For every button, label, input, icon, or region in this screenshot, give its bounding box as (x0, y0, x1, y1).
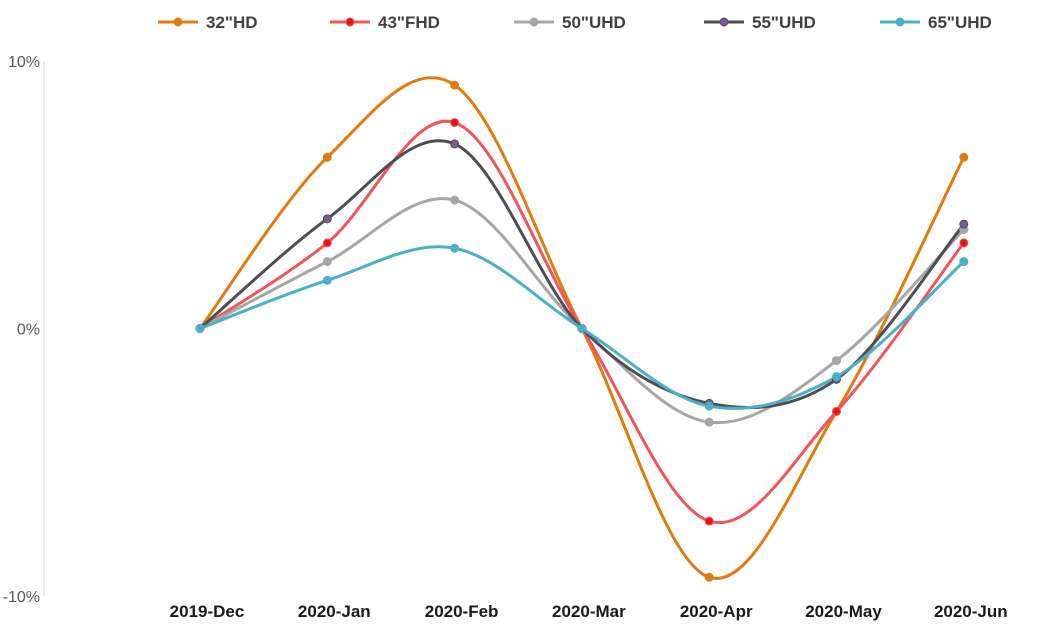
series-markers (195, 80, 969, 582)
data-point-55-uhd (450, 139, 460, 149)
legend-item-43-fhd: 43"FHD (330, 13, 440, 32)
legend-marker (529, 17, 539, 27)
legend-item-50-uhd: 50"UHD (514, 13, 626, 32)
legend-label: 50"UHD (562, 13, 626, 32)
data-point-65-uhd (704, 401, 714, 411)
x-tick-label: 2020-Jun (934, 602, 1008, 621)
legend-marker (895, 17, 905, 27)
y-tick-label: 10% (8, 54, 40, 71)
data-point-32-hd (704, 572, 714, 582)
legend-marker (173, 17, 183, 27)
legend-label: 43"FHD (378, 13, 440, 32)
legend-marker (719, 17, 729, 27)
y-tick-label: 0% (17, 322, 40, 339)
data-point-50-uhd (322, 257, 332, 267)
x-tick-label: 2020-Mar (552, 602, 626, 621)
data-point-32-hd (959, 152, 969, 162)
data-point-65-uhd (195, 324, 205, 333)
data-point-65-uhd (832, 372, 841, 382)
data-point-50-uhd (832, 356, 841, 366)
data-point-65-uhd (450, 243, 460, 253)
data-point-43-fhd (322, 238, 332, 248)
data-point-43-fhd (832, 406, 841, 416)
data-point-50-uhd (704, 417, 714, 427)
data-point-43-fhd (704, 516, 714, 526)
data-point-32-hd (450, 80, 460, 90)
x-axis: 2019-Dec 2020-Jan 2020-Feb 2020-Mar 2020-Apr… (170, 602, 1008, 621)
data-point-65-uhd (322, 275, 332, 285)
legend-marker (345, 17, 355, 27)
legend-label: 65"UHD (928, 13, 992, 32)
x-tick-label: 2019-Dec (170, 602, 245, 621)
y-tick-label: -10% (3, 589, 40, 606)
data-point-55-uhd (959, 219, 969, 229)
x-tick-label: 2020-Jan (298, 602, 371, 621)
data-point-65-uhd (959, 257, 969, 267)
legend-item-55-uhd: 55"UHD (704, 13, 816, 32)
x-tick-label: 2020-May (805, 602, 882, 621)
legend: 32"HD 43"FHD 50"UHD 55"UHD 65"UHD (158, 13, 992, 32)
data-point-43-fhd (450, 118, 460, 128)
data-point-50-uhd (450, 195, 460, 205)
data-point-65-uhd (577, 324, 587, 333)
series-line-43-fhd (198, 119, 966, 525)
data-point-43-fhd (959, 238, 969, 248)
x-tick-label: 2020-Apr (680, 602, 753, 621)
legend-label: 32"HD (206, 13, 258, 32)
x-tick-label: 2020-Feb (425, 602, 499, 621)
legend-item-65-uhd: 65"UHD (880, 13, 992, 32)
legend-item-32-hd: 32"HD (158, 13, 258, 32)
legend-label: 55"UHD (752, 13, 816, 32)
data-point-55-uhd (322, 214, 332, 224)
y-axis: 10% 0% -10% (3, 54, 45, 606)
data-point-32-hd (322, 152, 332, 162)
